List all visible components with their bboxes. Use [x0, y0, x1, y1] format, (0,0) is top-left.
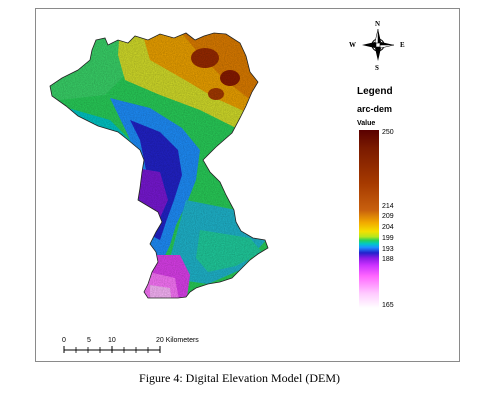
legend-tick: 204: [382, 224, 394, 231]
scale-label: 5: [87, 337, 91, 344]
scale-label: 0: [62, 337, 66, 344]
compass-west-label: W: [349, 41, 356, 49]
legend-tick: 199: [382, 235, 394, 242]
legend-value-label: Value: [357, 120, 376, 127]
region-boundary: [49, 32, 269, 299]
legend-tick: 214: [382, 203, 394, 210]
legend-tick: 250: [382, 129, 394, 136]
scale-bar: [63, 346, 161, 353]
legend-layer-name: arc-dem: [357, 104, 393, 114]
legend-title: Legend: [357, 86, 393, 97]
legend-color-ramp: [359, 130, 379, 308]
scale-label: 20 Kilometers: [156, 337, 199, 344]
elevation-raster: [50, 33, 268, 298]
compass-north-label: N: [375, 20, 381, 28]
compass-east-label: E: [400, 41, 405, 49]
figure-caption: Figure 4: Digital Elevation Model (DEM): [139, 371, 340, 385]
compass-south-label: S: [375, 64, 379, 72]
scale-label: 10: [108, 337, 116, 344]
legend-tick: 188: [382, 256, 394, 263]
legend-tick: 165: [382, 302, 394, 309]
legend-tick: 209: [382, 213, 394, 220]
north-arrow-icon: [362, 28, 395, 61]
legend-tick: 193: [382, 246, 394, 253]
